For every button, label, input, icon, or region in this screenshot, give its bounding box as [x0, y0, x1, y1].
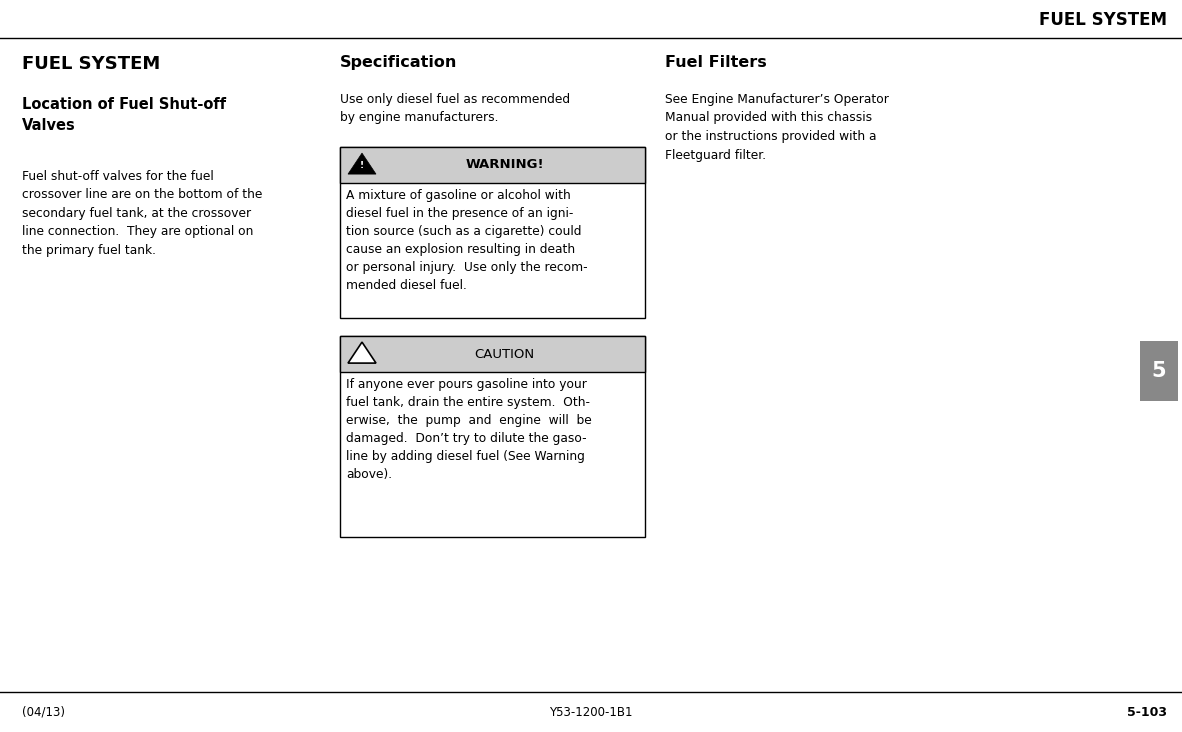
- Bar: [340, 147, 645, 318]
- Text: Y53-1200-1B1: Y53-1200-1B1: [550, 706, 632, 719]
- Text: CAUTION: CAUTION: [474, 348, 534, 360]
- Text: FUEL SYSTEM: FUEL SYSTEM: [1039, 11, 1167, 29]
- Text: Location of Fuel Shut-off
Valves: Location of Fuel Shut-off Valves: [22, 97, 226, 133]
- Text: WARNING!: WARNING!: [466, 159, 544, 171]
- Text: 5-103: 5-103: [1126, 706, 1167, 719]
- Text: 5: 5: [1151, 361, 1167, 381]
- Text: (04/13): (04/13): [22, 706, 65, 719]
- Text: See Engine Manufacturer’s Operator
Manual provided with this chassis
or the inst: See Engine Manufacturer’s Operator Manua…: [665, 93, 889, 162]
- Bar: [340, 336, 645, 537]
- Polygon shape: [348, 153, 376, 174]
- Text: Fuel shut-off valves for the fuel
crossover line are on the bottom of the
second: Fuel shut-off valves for the fuel crosso…: [22, 170, 262, 257]
- Text: Fuel Filters: Fuel Filters: [665, 55, 767, 70]
- Polygon shape: [348, 342, 376, 363]
- Bar: [340, 336, 645, 372]
- Text: A mixture of gasoline or alcohol with
diesel fuel in the presence of an igni-
ti: A mixture of gasoline or alcohol with di…: [346, 189, 587, 292]
- Text: If anyone ever pours gasoline into your
fuel tank, drain the entire system.  Oth: If anyone ever pours gasoline into your …: [346, 378, 592, 481]
- Bar: [1139, 341, 1178, 401]
- Text: Use only diesel fuel as recommended
by engine manufacturers.: Use only diesel fuel as recommended by e…: [340, 93, 570, 124]
- Text: !: !: [361, 162, 364, 171]
- Text: Specification: Specification: [340, 55, 457, 70]
- Text: FUEL SYSTEM: FUEL SYSTEM: [22, 55, 161, 73]
- Bar: [340, 147, 645, 183]
